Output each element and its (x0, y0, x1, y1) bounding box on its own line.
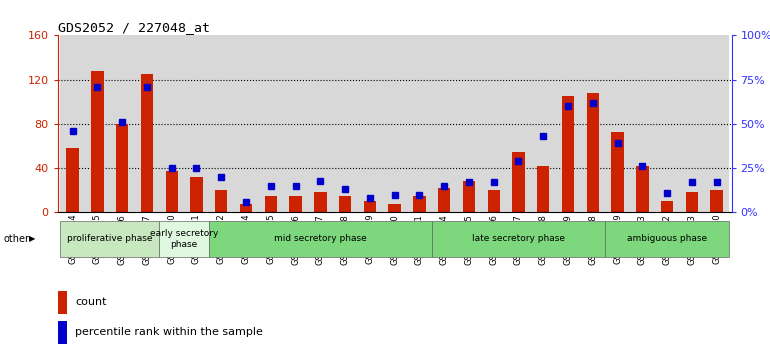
Bar (685, 193, 698, 212)
Bar (357, 35, 382, 212)
Bar (290, 196, 302, 212)
Bar (463, 181, 475, 212)
Text: count: count (75, 297, 106, 307)
Bar (506, 35, 531, 212)
Text: ambiguous phase: ambiguous phase (627, 234, 707, 244)
Bar (166, 171, 178, 212)
Bar (339, 196, 351, 212)
Bar (705, 35, 729, 212)
Bar (135, 35, 159, 212)
Bar (58, 321, 68, 344)
Bar (630, 35, 654, 212)
Bar (58, 291, 68, 314)
Bar (91, 71, 104, 212)
Bar (711, 190, 723, 212)
Bar (308, 35, 333, 212)
Bar (661, 201, 673, 212)
Text: other: other (4, 234, 30, 244)
Bar (388, 204, 401, 212)
Bar (239, 204, 253, 212)
Bar (562, 96, 574, 212)
Bar (60, 221, 159, 257)
Text: late secretory phase: late secretory phase (472, 234, 565, 244)
Text: early secretory
phase: early secretory phase (150, 229, 218, 249)
Text: mid secretory phase: mid secretory phase (274, 234, 367, 244)
Bar (636, 166, 648, 212)
Bar (265, 196, 277, 212)
Bar (259, 35, 283, 212)
Bar (233, 35, 259, 212)
Bar (333, 35, 357, 212)
Bar (457, 35, 481, 212)
Bar (531, 35, 556, 212)
Bar (60, 35, 85, 212)
Bar (487, 190, 500, 212)
Bar (611, 132, 624, 212)
Bar (512, 152, 524, 212)
Bar (382, 35, 407, 212)
Bar (438, 188, 450, 212)
Bar (363, 201, 376, 212)
Bar (209, 35, 233, 212)
Bar (215, 190, 227, 212)
Bar (413, 196, 426, 212)
Bar (110, 35, 135, 212)
Bar (654, 35, 679, 212)
Bar (581, 35, 605, 212)
Bar (184, 35, 209, 212)
Bar (209, 221, 432, 257)
Text: proliferative phase: proliferative phase (67, 234, 152, 244)
Bar (481, 35, 506, 212)
Bar (85, 35, 110, 212)
Bar (190, 177, 203, 212)
Text: ▶: ▶ (29, 234, 35, 244)
Bar (116, 124, 129, 212)
Bar (66, 148, 79, 212)
Bar (432, 221, 605, 257)
Bar (159, 35, 184, 212)
Bar (432, 35, 457, 212)
Bar (587, 93, 599, 212)
Bar (407, 35, 432, 212)
Bar (283, 35, 308, 212)
Bar (556, 35, 581, 212)
Bar (679, 35, 705, 212)
Bar (141, 74, 153, 212)
Text: GDS2052 / 227048_at: GDS2052 / 227048_at (58, 21, 209, 34)
Bar (537, 166, 550, 212)
Bar (314, 193, 326, 212)
Bar (605, 221, 729, 257)
Bar (605, 35, 630, 212)
Text: percentile rank within the sample: percentile rank within the sample (75, 327, 263, 337)
Bar (159, 221, 209, 257)
